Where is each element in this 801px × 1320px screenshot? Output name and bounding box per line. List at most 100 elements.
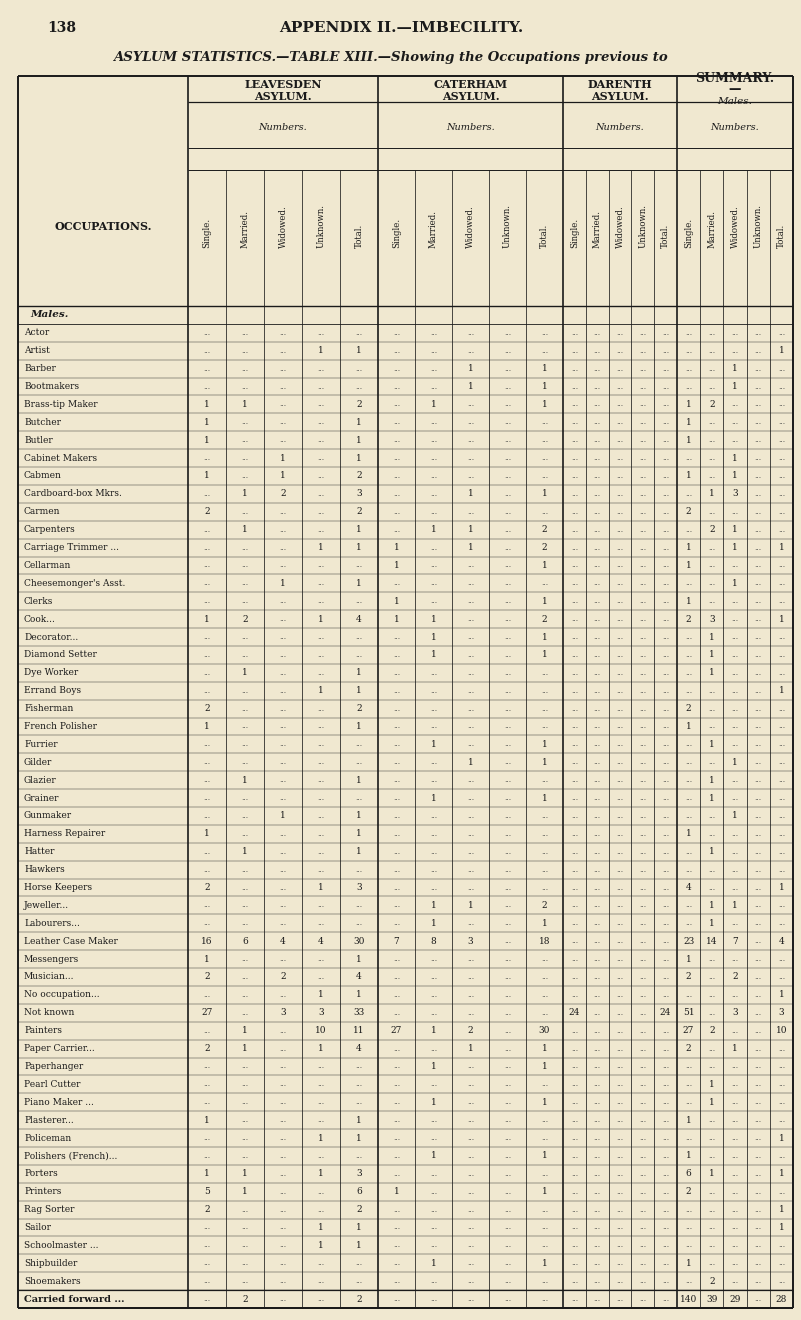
Text: ...: ...	[708, 705, 715, 713]
Text: ...: ...	[430, 1044, 437, 1052]
Text: ...: ...	[778, 847, 785, 855]
Text: Policeman: Policeman	[24, 1134, 71, 1143]
Text: Labourers...: Labourers...	[24, 919, 80, 928]
Text: ...: ...	[541, 1241, 548, 1249]
Text: ...: ...	[203, 347, 211, 355]
Text: ...: ...	[778, 634, 785, 642]
Text: ...: ...	[639, 991, 646, 999]
Text: ...: ...	[662, 812, 669, 820]
Text: ...: ...	[317, 830, 324, 838]
Text: ...: ...	[778, 722, 785, 730]
Text: ...: ...	[708, 1188, 715, 1196]
Text: 2: 2	[709, 1276, 714, 1286]
Text: Piano Maker ...: Piano Maker ...	[24, 1098, 94, 1106]
Text: ...: ...	[685, 1098, 692, 1106]
Text: ...: ...	[356, 741, 363, 748]
Text: ...: ...	[541, 686, 548, 694]
Text: ...: ...	[594, 329, 601, 337]
Text: ...: ...	[639, 508, 646, 516]
Text: 1: 1	[431, 1063, 437, 1071]
Text: ...: ...	[685, 1080, 692, 1088]
Text: ...: ...	[467, 1063, 474, 1071]
Text: ...: ...	[393, 830, 400, 838]
Text: 1: 1	[541, 1151, 547, 1160]
Text: ...: ...	[662, 329, 669, 337]
Text: ...: ...	[662, 1152, 669, 1160]
Text: ...: ...	[504, 1134, 511, 1142]
Text: 1: 1	[204, 954, 210, 964]
Text: ...: ...	[541, 579, 548, 587]
Text: ...: ...	[571, 1224, 578, 1232]
Text: ...: ...	[504, 741, 511, 748]
Text: ...: ...	[662, 973, 669, 981]
Text: 1: 1	[709, 741, 714, 748]
Text: ...: ...	[241, 1241, 248, 1249]
Text: 2: 2	[541, 902, 547, 909]
Text: ...: ...	[467, 615, 474, 623]
Text: ...: ...	[685, 579, 692, 587]
Text: ...: ...	[685, 1063, 692, 1071]
Text: ...: ...	[731, 830, 739, 838]
Text: ...: ...	[731, 651, 739, 659]
Text: ...: ...	[594, 615, 601, 623]
Text: ...: ...	[594, 525, 601, 533]
Text: ...: ...	[504, 561, 511, 569]
Text: ...: ...	[467, 830, 474, 838]
Text: ...: ...	[393, 866, 400, 874]
Text: ...: ...	[778, 1152, 785, 1160]
Text: ...: ...	[393, 1117, 400, 1125]
Text: ...: ...	[504, 1098, 511, 1106]
Text: ...: ...	[430, 812, 437, 820]
Text: ...: ...	[393, 847, 400, 855]
Text: ...: ...	[571, 919, 578, 928]
Text: ...: ...	[662, 902, 669, 909]
Text: ...: ...	[755, 329, 762, 337]
Text: ...: ...	[280, 329, 287, 337]
Text: ...: ...	[617, 1044, 623, 1052]
Text: ...: ...	[241, 544, 248, 552]
Text: ...: ...	[639, 1241, 646, 1249]
Text: ...: ...	[617, 830, 623, 838]
Text: ...: ...	[356, 1259, 363, 1267]
Text: ...: ...	[594, 991, 601, 999]
Text: ...: ...	[504, 1170, 511, 1177]
Text: ...: ...	[755, 561, 762, 569]
Text: ...: ...	[639, 597, 646, 606]
Text: ...: ...	[467, 597, 474, 606]
Text: ...: ...	[241, 795, 248, 803]
Text: ...: ...	[467, 1224, 474, 1232]
Text: ...: ...	[662, 1117, 669, 1125]
Text: ...: ...	[594, 579, 601, 587]
Text: ...: ...	[639, 847, 646, 855]
Text: ...: ...	[504, 722, 511, 730]
Text: 1: 1	[356, 686, 362, 696]
Text: ...: ...	[504, 597, 511, 606]
Text: ...: ...	[662, 866, 669, 874]
Text: ...: ...	[241, 436, 248, 445]
Text: ...: ...	[662, 544, 669, 552]
Text: ...: ...	[317, 473, 324, 480]
Text: ...: ...	[317, 1188, 324, 1196]
Text: LEAVESDEN: LEAVESDEN	[244, 79, 322, 91]
Text: 1: 1	[356, 346, 362, 355]
Text: ...: ...	[617, 812, 623, 820]
Text: ...: ...	[571, 634, 578, 642]
Text: ...: ...	[617, 776, 623, 784]
Text: ...: ...	[504, 436, 511, 445]
Text: ...: ...	[731, 347, 739, 355]
Text: Married.: Married.	[593, 210, 602, 248]
Text: ...: ...	[467, 508, 474, 516]
Text: ...: ...	[778, 830, 785, 838]
Text: ...: ...	[571, 1259, 578, 1267]
Text: ...: ...	[430, 1008, 437, 1016]
Text: ...: ...	[317, 795, 324, 803]
Text: ...: ...	[755, 364, 762, 372]
Text: ...: ...	[708, 1117, 715, 1125]
Text: 3: 3	[468, 937, 473, 945]
Text: 1: 1	[242, 1170, 248, 1179]
Text: ...: ...	[203, 1259, 211, 1267]
Text: ...: ...	[280, 1205, 287, 1213]
Text: 1: 1	[356, 722, 362, 731]
Text: ...: ...	[617, 454, 623, 462]
Text: ...: ...	[755, 1044, 762, 1052]
